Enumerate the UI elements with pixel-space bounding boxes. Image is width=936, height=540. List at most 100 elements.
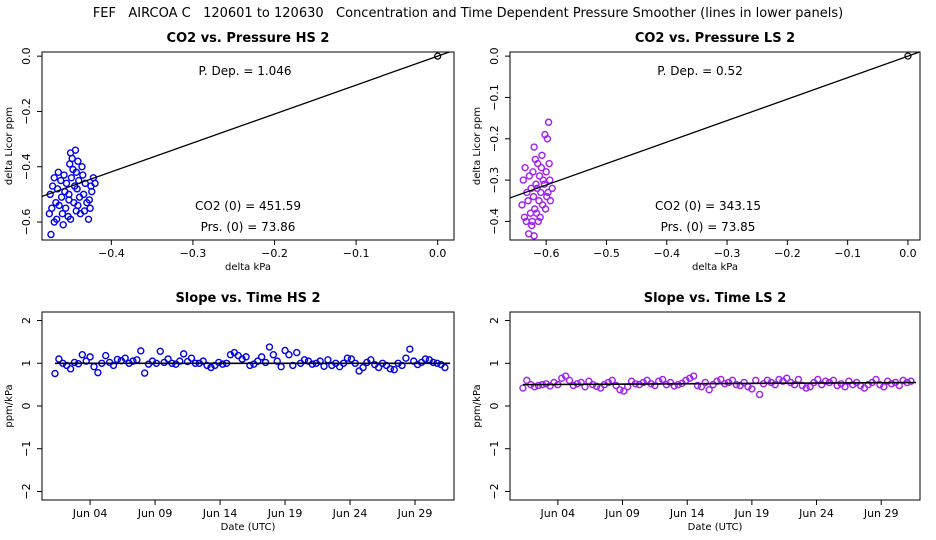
data-point (542, 168, 550, 176)
data-point (52, 215, 61, 223)
x-tick-label: −0.3 (180, 247, 207, 260)
panel-co2-vs-pressure-hs: CO2 vs. Pressure HS 2 −0.4 −0.3 −0.2 −0.1 0.0… (4, 31, 455, 273)
data-point (257, 353, 266, 361)
data-point (55, 355, 63, 363)
plot-area (51, 343, 451, 378)
data-point (802, 384, 810, 392)
data-point (58, 210, 67, 218)
data-point (176, 357, 184, 365)
data-point (534, 159, 542, 168)
data-point (771, 380, 779, 389)
figure-title: FEF AIRCOA C 120601 to 120630 Concentrat… (92, 6, 844, 21)
data-point (74, 157, 82, 165)
data-point (748, 385, 756, 393)
data-point (529, 192, 538, 201)
data-point (528, 217, 537, 226)
fit-line (510, 52, 920, 199)
x-tick-label: 0.0 (899, 247, 917, 260)
data-point (530, 383, 539, 391)
data-point (701, 378, 709, 387)
y-tick-label: −1 (488, 441, 501, 457)
data-point (616, 386, 624, 394)
data-point (53, 185, 62, 193)
x-axis-label: Date (UTC) (221, 522, 276, 533)
data-point (207, 363, 215, 372)
data-point (269, 351, 278, 359)
data-point (709, 380, 717, 389)
data-point (537, 188, 545, 197)
data-point (261, 358, 270, 367)
data-point (72, 168, 80, 176)
data-point (265, 343, 274, 351)
data-point (413, 360, 422, 369)
data-point (133, 356, 141, 364)
data-point (558, 374, 566, 382)
data-point (164, 355, 172, 363)
data-point (300, 356, 309, 364)
y-tick-label: −0.1 (488, 84, 501, 111)
x-tick-label: Jun 19 (267, 507, 303, 520)
x-tick-label: Jun 04 (72, 507, 108, 520)
data-point (421, 355, 430, 363)
data-point (717, 375, 725, 384)
data-point (91, 179, 99, 188)
data-point (546, 197, 555, 205)
anchor-point (904, 52, 912, 60)
annotation-pressure-dependence: P. Dep. = 1.046 (198, 64, 291, 78)
data-point (293, 348, 301, 357)
data-point (85, 196, 94, 204)
data-point (218, 360, 227, 368)
data-point (66, 365, 75, 373)
data-point (519, 176, 527, 184)
annotation-co2-intercept: CO2 (0) = 451.59 (195, 199, 301, 213)
data-point (82, 357, 90, 365)
y-tick-label: 1 (488, 360, 501, 367)
data-point (794, 375, 803, 384)
data-point (81, 179, 89, 188)
data-point (612, 381, 620, 390)
data-point (289, 361, 297, 370)
x-tick-label: Jun 24 (332, 507, 368, 520)
data-point (639, 378, 647, 387)
data-point (199, 357, 207, 365)
x-tick-label: −0.5 (593, 247, 620, 260)
panel-title: CO2 vs. Pressure HS 2 (167, 31, 330, 46)
data-point (324, 356, 332, 364)
smoother-line (522, 381, 917, 386)
data-point (532, 180, 540, 188)
x-tick-label: Jun 09 (604, 507, 640, 520)
data-point (441, 363, 449, 372)
data-point (129, 357, 137, 365)
anchor-point (434, 52, 442, 60)
y-tick-label: −2 (20, 483, 33, 499)
data-point (548, 184, 556, 193)
data-point (62, 179, 71, 188)
x-tick-label: −0.4 (98, 247, 125, 260)
data-point (45, 210, 54, 218)
data-point (532, 209, 541, 217)
x-tick-label: Jun 09 (137, 507, 173, 520)
y-tick-label: 0.0 (488, 47, 501, 65)
data-point (689, 372, 698, 380)
data-point (521, 163, 529, 172)
data-point (238, 355, 246, 363)
data-point (841, 383, 849, 391)
x-axis-label: delta kPa (692, 262, 738, 273)
data-point (187, 354, 196, 362)
data-point (783, 374, 791, 382)
plot-frame (509, 311, 921, 501)
data-point (536, 213, 544, 221)
data-point (79, 190, 88, 199)
y-tick-label: 0 (488, 403, 501, 410)
data-point (402, 354, 410, 362)
data-point (670, 382, 678, 390)
data-point (66, 160, 74, 168)
data-point (109, 361, 118, 370)
data-point (561, 372, 570, 380)
data-point (316, 357, 324, 365)
data-point (86, 204, 94, 212)
x-tick-label: Jun 19 (734, 507, 770, 520)
data-point (308, 360, 317, 368)
data-point (732, 380, 741, 389)
